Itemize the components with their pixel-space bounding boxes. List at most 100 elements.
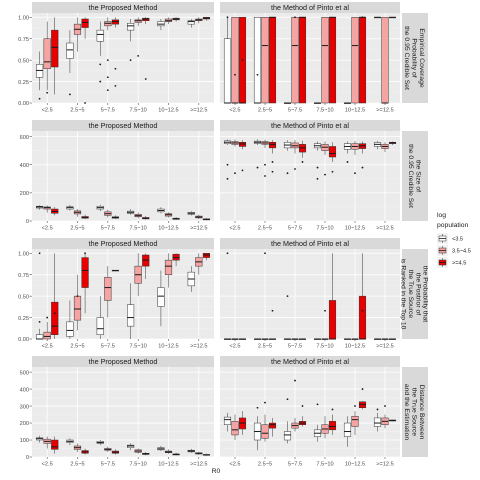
outlier-point	[301, 405, 304, 407]
box	[51, 301, 59, 335]
facet-strip-label: the Method of Pinto et al	[271, 3, 349, 12]
x-tick-label: 7.5~10	[130, 226, 147, 232]
y-tick-label: 0.75	[18, 273, 29, 279]
box	[321, 17, 329, 104]
outlier-point	[38, 320, 41, 323]
box	[231, 17, 239, 104]
outlier-point	[69, 93, 71, 96]
outlier-point	[294, 168, 296, 170]
x-tick-label: 2.5~5	[258, 344, 272, 350]
box	[66, 321, 74, 337]
outlier-point	[264, 175, 266, 177]
legend-title: log	[437, 212, 446, 219]
x-tick-label: 5~7.5	[288, 226, 302, 232]
x-tick-label: 10~12.5	[345, 108, 365, 114]
box	[187, 20, 195, 25]
box	[328, 17, 337, 104]
outlier-point	[361, 16, 364, 19]
box	[268, 142, 277, 149]
outlier-point	[301, 161, 304, 163]
box	[126, 23, 135, 31]
box	[253, 17, 262, 104]
x-tick-label: 2.5~5	[70, 344, 84, 350]
outlier-point	[144, 78, 147, 80]
x-tick-label: <2.5	[42, 226, 53, 232]
x-tick-label: 10~12.5	[158, 108, 178, 114]
legend-entry-label: 3.5~4.5	[452, 249, 471, 255]
x-tick-label: 5~7.5	[101, 344, 115, 350]
box	[96, 317, 104, 335]
outlier-point	[264, 252, 266, 255]
x-tick-label: 10~12.5	[158, 344, 178, 350]
outlier-point	[354, 172, 356, 175]
outlier-point	[226, 16, 229, 19]
outlier-point	[99, 80, 102, 83]
panel-background	[220, 13, 400, 103]
panel-background	[220, 131, 400, 221]
box	[261, 17, 269, 104]
y-tick-label: 0.25	[18, 80, 29, 86]
row-strip-label: Empirical Coverage	[418, 28, 425, 88]
box	[358, 17, 367, 104]
y-tick-label: 500	[20, 370, 29, 376]
box	[96, 29, 104, 42]
panel-background	[220, 249, 400, 339]
x-tick-label: 2.5~5	[70, 108, 84, 114]
outlier-point	[234, 73, 236, 76]
y-tick-label: 0.50	[18, 294, 29, 300]
x-tick-label: >=12.5	[190, 462, 207, 468]
facet-strip-label: the Proposed Method	[89, 121, 158, 130]
x-tick-label: <2.5	[229, 462, 240, 468]
box	[73, 295, 82, 321]
box	[358, 295, 367, 340]
facet-strip	[220, 356, 400, 367]
outlier-point	[256, 73, 259, 76]
panel-background	[32, 249, 214, 339]
x-axis-title: R0	[212, 468, 221, 475]
outlier-point	[361, 388, 364, 390]
y-tick-label: 400	[20, 163, 29, 169]
y-tick-label: 400	[20, 387, 29, 393]
outlier-point	[46, 316, 49, 319]
outlier-point	[286, 172, 289, 175]
x-tick-label: 2.5~5	[70, 462, 84, 468]
box	[223, 38, 232, 104]
box	[268, 17, 277, 104]
outlier-point	[354, 405, 356, 407]
box	[328, 300, 337, 340]
outlier-point	[99, 63, 102, 66]
outlier-point	[361, 166, 364, 169]
x-tick-label: 10~12.5	[345, 462, 365, 468]
x-tick-label: 7.5~10	[316, 462, 333, 468]
row-strip	[402, 367, 428, 457]
legend-entry-label: >=4.5	[452, 261, 466, 267]
box	[43, 38, 51, 69]
row-strip-label: the True Source	[407, 270, 414, 319]
box	[81, 257, 89, 288]
row-strip	[402, 13, 428, 103]
facet-strip	[32, 238, 214, 249]
outlier-point	[324, 309, 326, 312]
outlier-point	[46, 91, 49, 94]
outlier-point	[106, 59, 109, 62]
row-strip	[402, 249, 428, 339]
box	[328, 146, 337, 158]
panel-background	[32, 131, 214, 221]
x-tick-label: >=12.5	[190, 226, 207, 232]
x-tick-label: 5~7.5	[101, 462, 115, 468]
row-strip-label: the Size of	[414, 160, 421, 192]
box	[283, 431, 292, 441]
outlier-point	[114, 84, 117, 87]
x-tick-label: 5~7.5	[288, 462, 302, 468]
outlier-point	[264, 401, 266, 404]
row-strip-label: Distance Between	[418, 385, 425, 440]
x-tick-label: >=12.5	[376, 462, 393, 468]
outlier-point	[114, 67, 117, 70]
box	[51, 439, 59, 450]
row-strip-label: is Ranked in the Top 10	[400, 259, 407, 330]
box	[35, 334, 44, 340]
row-strip-label: and the Estimation	[403, 384, 410, 441]
